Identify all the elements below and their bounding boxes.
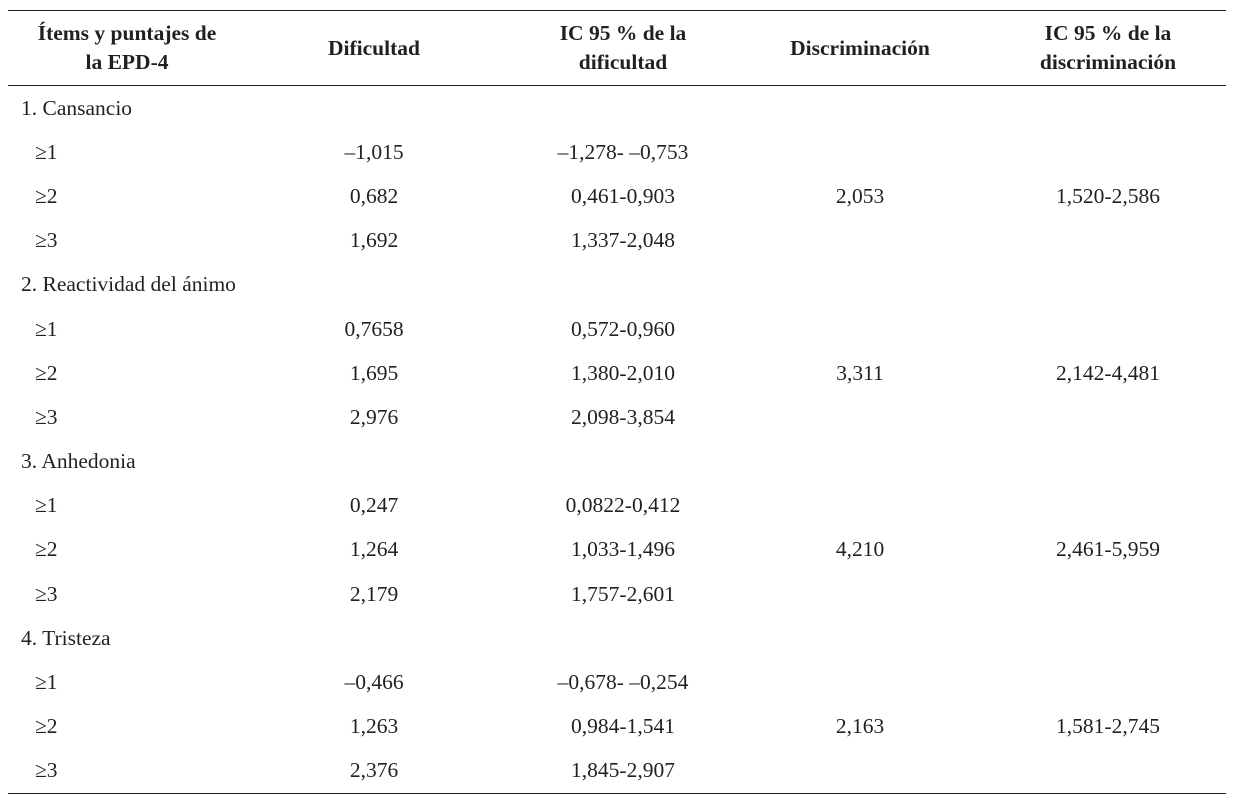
score-level: ≥3 [35, 758, 58, 783]
score-level: ≥3 [35, 228, 58, 253]
row-group: 3. Anhedonia ≥1 0,247 0,0822-0,412 ≥2 1,264 1,… [8, 440, 1226, 617]
score-level: ≥2 [35, 537, 58, 562]
item-label: 4. Tristeza [21, 625, 111, 650]
row-group: 1. Cansancio ≥1 –1,015 –1,278- –0,753 ≥2 0,68… [8, 86, 1226, 263]
ic-dificultad-value: 2,098-3,854 [571, 404, 675, 429]
score-level: ≥1 [35, 493, 58, 518]
ic-discriminacion-value: 2,461-5,959 [1056, 537, 1160, 562]
score-level: ≥1 [35, 316, 58, 341]
dificultad-value: 0,7658 [344, 316, 404, 341]
score-level: ≥1 [35, 139, 58, 164]
discriminacion-value: 2,053 [835, 183, 885, 208]
table-row: ≥1 0,247 0,0822-0,412 [8, 484, 1226, 528]
group-label-row: 2. Reactividad del ánimo [8, 263, 1226, 307]
header-ic-dificultad: IC 95 % de la dificultad [559, 21, 687, 74]
group-label-row: 1. Cansancio [8, 86, 1226, 130]
ic-dificultad-value: 1,380-2,010 [571, 360, 675, 385]
ic-discriminacion-value: 1,520-2,586 [1056, 183, 1160, 208]
header-items: Ítems y puntajes de la EPD-4 [37, 21, 217, 74]
ic-dificultad-value: 1,845-2,907 [571, 758, 675, 783]
ic-dificultad-value: 0,572-0,960 [571, 316, 675, 341]
score-level: ≥2 [35, 183, 58, 208]
header-discriminacion: Discriminación [790, 35, 930, 60]
row-group: 4. Tristeza ≥1 –0,466 –0,678- –0,254 ≥2 1,263… [8, 616, 1226, 793]
ic-dificultad-value: –0,678- –0,254 [557, 670, 689, 695]
dificultad-value: 2,976 [349, 404, 399, 429]
score-level: ≥3 [35, 581, 58, 606]
table-row: ≥3 2,976 2,098-3,854 [8, 395, 1226, 439]
item-label: 1. Cansancio [21, 95, 133, 120]
dificultad-value: 1,692 [349, 228, 399, 253]
discriminacion-value: 4,210 [835, 537, 885, 562]
ic-dificultad-value: 0,0822-0,412 [565, 493, 681, 518]
table-row: ≥1 –0,466 –0,678- –0,254 [8, 660, 1226, 704]
group-label-row: 3. Anhedonia [8, 440, 1226, 484]
dificultad-value: –1,015 [344, 139, 404, 164]
dificultad-value: 2,179 [349, 581, 399, 606]
header-ic-discriminacion: IC 95 % de la discriminación [1039, 21, 1177, 74]
ic-dificultad-value: 1,033-1,496 [571, 537, 675, 562]
discriminacion-value: 3,311 [836, 360, 884, 385]
table-row: ≥2 1,264 1,033-1,496 [8, 528, 1226, 572]
table-row: ≥2 0,682 0,461-0,903 [8, 174, 1226, 218]
table-body: 1. Cansancio ≥1 –1,015 –1,278- –0,753 ≥2 0,68… [8, 86, 1226, 793]
ic-discriminacion-value: 1,581-2,745 [1056, 714, 1160, 739]
group-label-row: 4. Tristeza [8, 616, 1226, 660]
dificultad-value: 1,695 [349, 360, 399, 385]
ic-dificultad-value: –1,278- –0,753 [557, 139, 689, 164]
item-label: 2. Reactividad del ánimo [21, 272, 236, 297]
dificultad-value: 0,682 [349, 183, 399, 208]
score-level: ≥3 [35, 404, 58, 429]
row-group: 2. Reactividad del ánimo ≥1 0,7658 0,572-0,… [8, 263, 1226, 440]
table-row: ≥3 1,692 1,337-2,048 [8, 219, 1226, 263]
header-rule [8, 85, 1226, 86]
irt-parameters-table: Ítems y puntajes de la EPD-4 Dificultad … [8, 10, 1226, 794]
score-level: ≥1 [35, 670, 58, 695]
dificultad-value: –0,466 [344, 670, 404, 695]
table-row: ≥1 0,7658 0,572-0,960 [8, 307, 1226, 351]
table-header: Ítems y puntajes de la EPD-4 Dificultad … [8, 11, 1226, 85]
table-row: ≥3 2,376 1,845-2,907 [8, 749, 1226, 793]
ic-dificultad-value: 0,984-1,541 [571, 714, 675, 739]
ic-dificultad-value: 1,337-2,048 [571, 228, 675, 253]
dificultad-value: 1,263 [349, 714, 399, 739]
item-label: 3. Anhedonia [21, 449, 136, 474]
dificultad-value: 1,264 [349, 537, 399, 562]
score-level: ≥2 [35, 714, 58, 739]
table-row: ≥3 2,179 1,757-2,601 [8, 572, 1226, 616]
dificultad-value: 0,247 [349, 493, 399, 518]
discriminacion-value: 2,163 [835, 714, 885, 739]
score-level: ≥2 [35, 360, 58, 385]
ic-dificultad-value: 0,461-0,903 [571, 183, 675, 208]
table-row: ≥2 1,695 1,380-2,010 [8, 351, 1226, 395]
table-row: ≥1 –1,015 –1,278- –0,753 [8, 130, 1226, 174]
ic-discriminacion-value: 2,142-4,481 [1056, 360, 1160, 385]
dificultad-value: 2,376 [349, 758, 399, 783]
ic-dificultad-value: 1,757-2,601 [571, 581, 675, 606]
header-dificultad: Dificultad [328, 35, 420, 60]
table-row: ≥2 1,263 0,984-1,541 [8, 705, 1226, 749]
top-rule [8, 10, 1226, 11]
